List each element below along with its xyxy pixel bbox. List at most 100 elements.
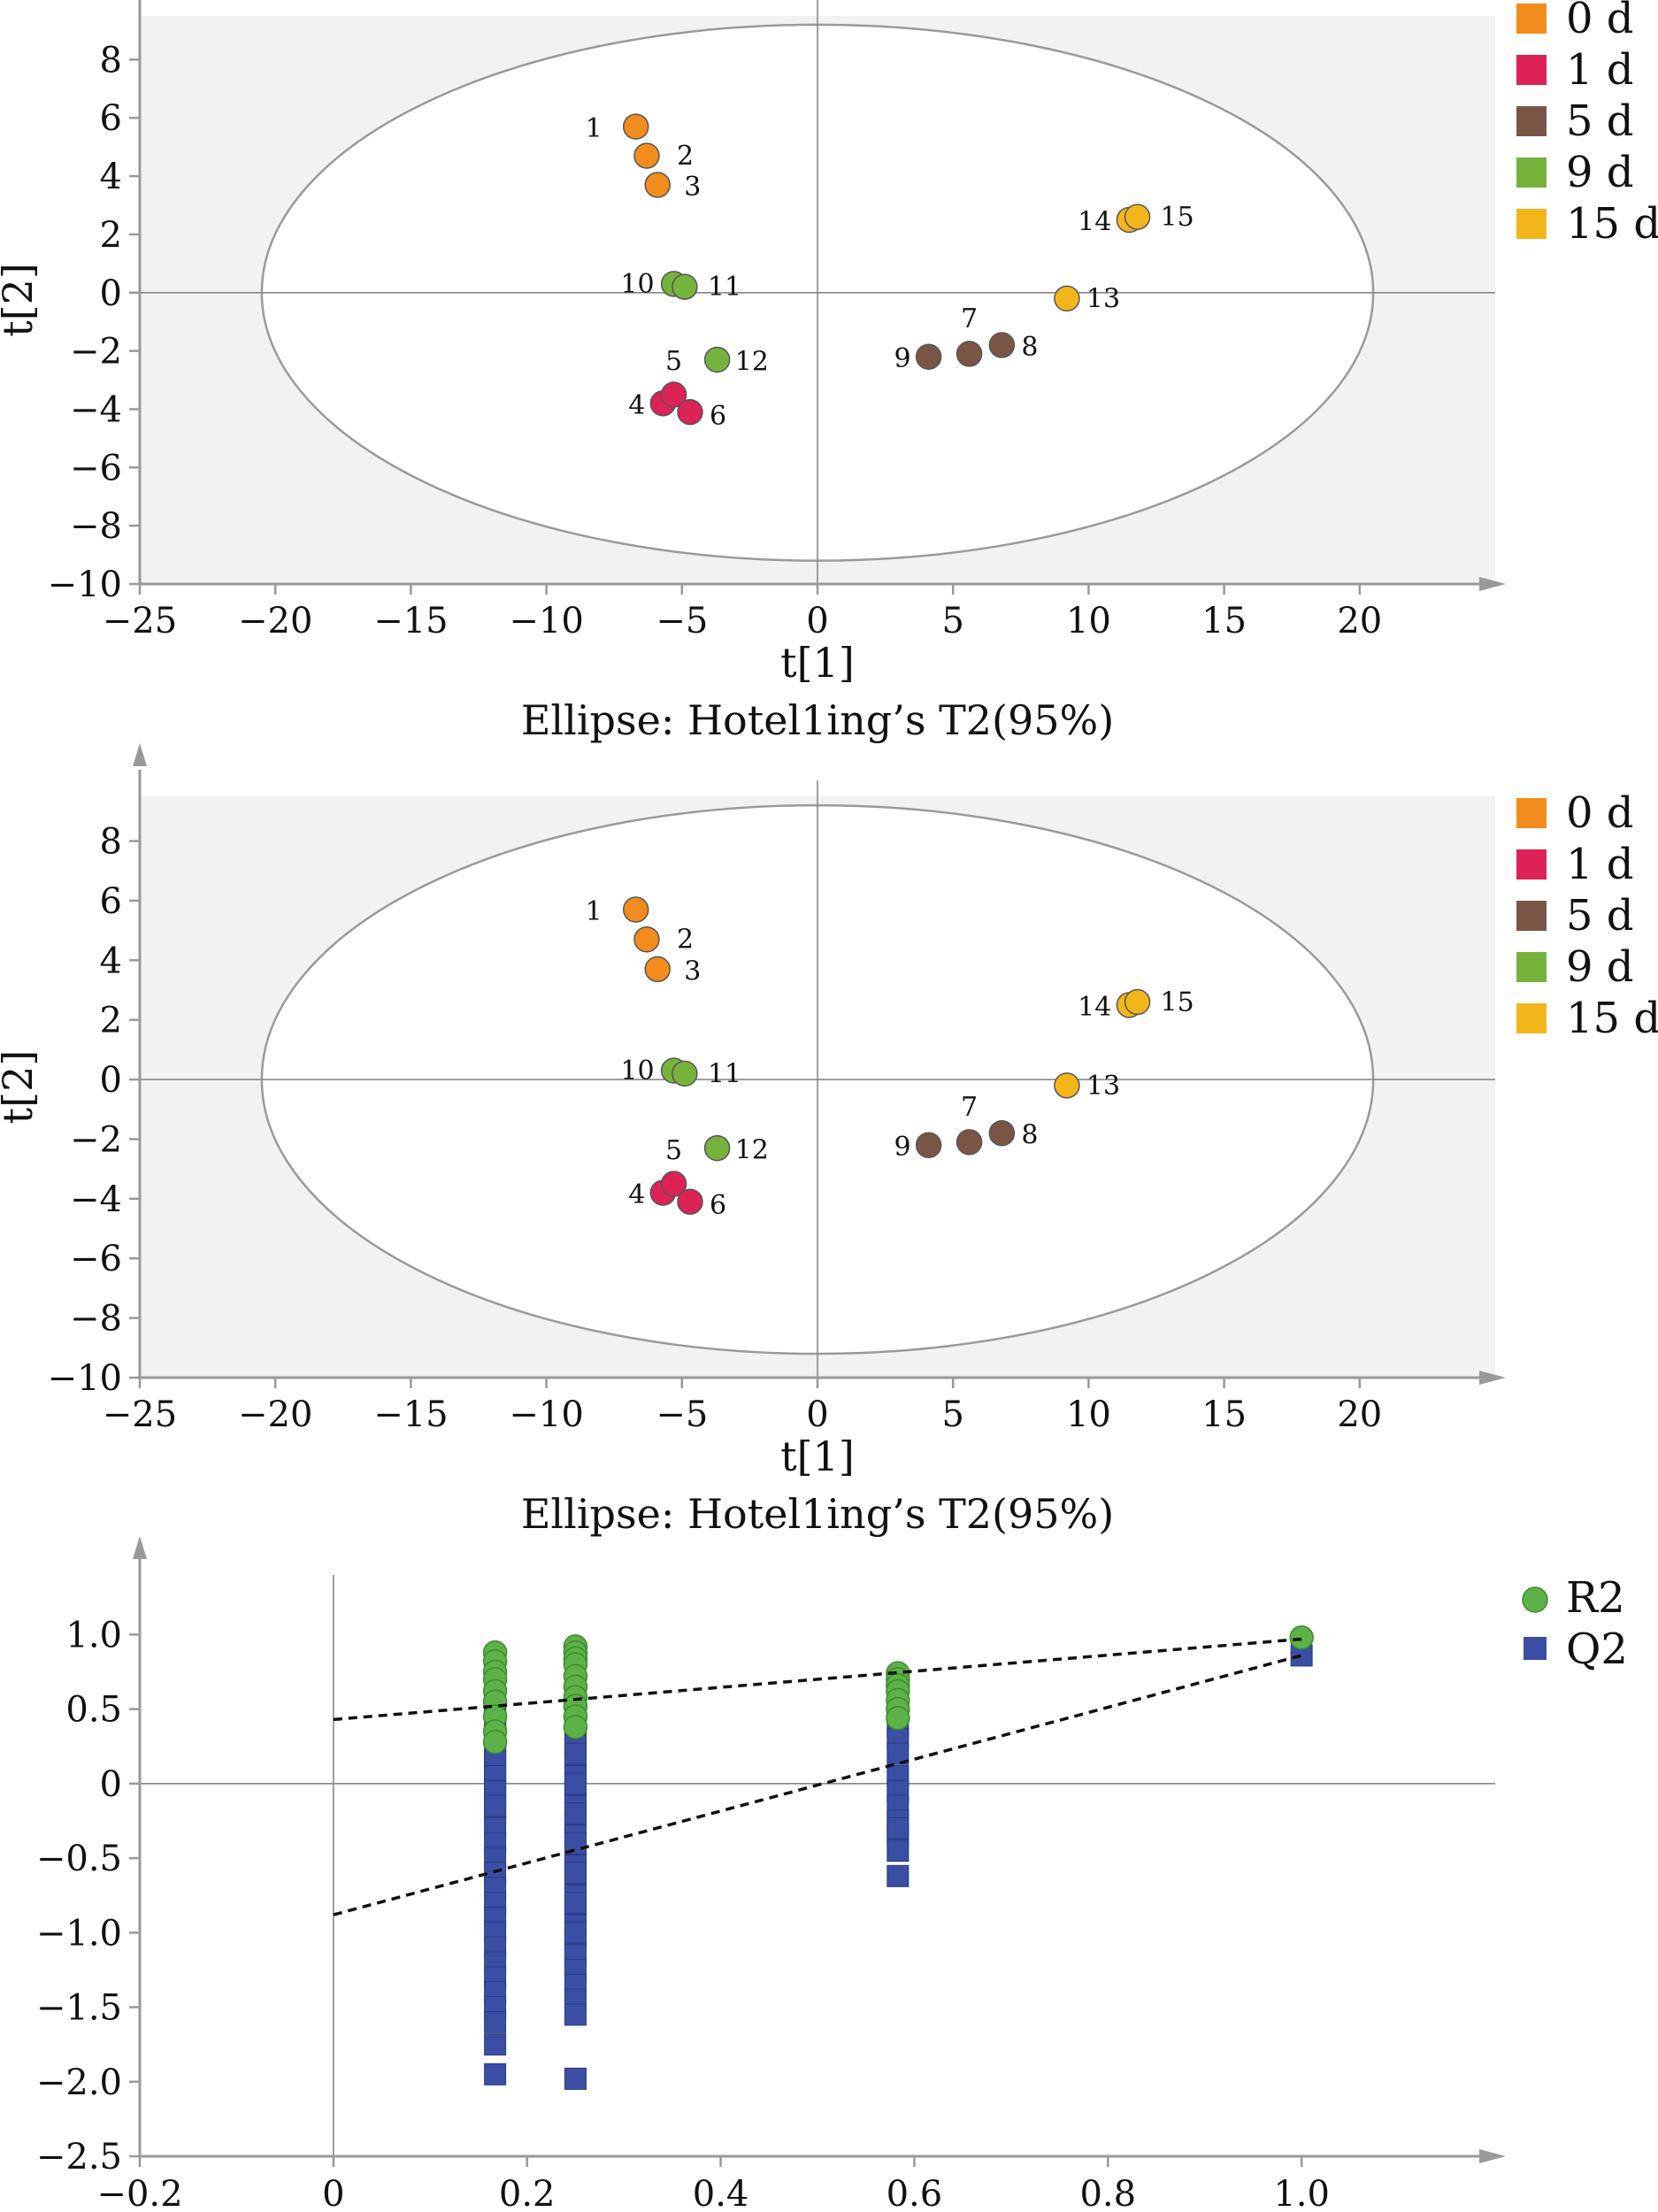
point-6 <box>677 1188 703 1215</box>
q2-point <box>564 1862 587 1885</box>
legend-label: 0 d <box>1566 0 1634 43</box>
y-tick-label: −2 <box>70 1119 122 1160</box>
y-tick-label: 2 <box>100 1001 122 1041</box>
x-tick-label: −0.2 <box>96 2174 182 2212</box>
legend-swatch <box>1516 4 1547 34</box>
x-tick-label: 0 <box>322 2174 344 2212</box>
point-9 <box>915 343 942 370</box>
point-label-7: 7 <box>961 303 978 334</box>
point-3 <box>644 956 671 983</box>
y-axis-label: t[2] <box>0 1050 42 1125</box>
y-tick-label: −10 <box>48 1358 122 1399</box>
legend-label: 5 d <box>1566 96 1634 146</box>
trendline-r2 <box>333 1637 1302 1722</box>
q2-point <box>564 1892 587 1915</box>
y-tick-label: 0 <box>100 1060 122 1101</box>
y-tick-label: −4 <box>70 389 122 430</box>
point-11 <box>672 273 698 300</box>
score-plot-middle: −25 −20 −15 −10 −5 0 5 10 15 20−10−8−6−4−202468t[… <box>0 743 1658 1538</box>
ellipse-caption: Ellipse: Hotel1ing’s T2(95%) <box>521 696 1114 744</box>
point-label-5: 5 <box>665 1135 682 1166</box>
point-label-14: 14 <box>1078 992 1111 1023</box>
legend-swatch <box>1516 798 1547 828</box>
legend-swatch <box>1516 157 1547 188</box>
x-tick-label: 15 <box>1201 601 1247 641</box>
y-tick-label: 8 <box>100 822 122 863</box>
x-tick-label: −10 <box>509 1394 583 1435</box>
point-9 <box>915 1132 942 1158</box>
x-tick-label: 10 <box>1066 1394 1111 1435</box>
y-tick-label: −8 <box>70 1299 122 1340</box>
point-label-4: 4 <box>628 1179 645 1210</box>
x-tick-label: 0.8 <box>1079 2174 1136 2212</box>
q2-point <box>564 1921 587 1944</box>
r2-point <box>482 1729 508 1755</box>
point-2 <box>633 926 660 953</box>
point-label-14: 14 <box>1078 206 1111 237</box>
x-axis-arrow <box>1479 2149 1506 2163</box>
q2-point <box>564 2003 587 2026</box>
point-3 <box>644 172 671 198</box>
point-label-7: 7 <box>961 1092 978 1123</box>
point-1 <box>622 113 649 140</box>
point-label-3: 3 <box>684 172 701 203</box>
y-tick-label: 4 <box>100 941 122 981</box>
x-axis-label: t[1] <box>780 1432 855 1480</box>
x-tick-label: 20 <box>1337 601 1382 641</box>
point-label-2: 2 <box>677 141 694 172</box>
x-axis-arrow <box>1479 577 1506 591</box>
legend-label: 0 d <box>1566 788 1634 838</box>
point-label-13: 13 <box>1086 283 1120 314</box>
legend-swatch <box>1516 209 1547 239</box>
y-tick-label: −1.0 <box>36 1913 122 1954</box>
point-5 <box>660 1171 687 1197</box>
y-tick-label: 2 <box>100 215 122 256</box>
point-label-15: 15 <box>1161 987 1194 1018</box>
q2-point <box>887 1864 910 1887</box>
legend-label-q2: Q2 <box>1566 1624 1628 1674</box>
x-tick-label: 0.4 <box>693 2174 749 2212</box>
y-tick-label: −2 <box>70 332 122 373</box>
trendline-q2 <box>333 1654 1302 1916</box>
legend-label: 15 d <box>1566 199 1658 249</box>
q2-point <box>564 1772 587 1795</box>
point-8 <box>988 332 1016 358</box>
legend-swatch <box>1516 901 1547 931</box>
point-8 <box>988 1119 1016 1147</box>
x-tick-label: 0.6 <box>887 2174 943 2212</box>
point-label-6: 6 <box>710 401 726 432</box>
point-12 <box>703 1134 731 1162</box>
point-1 <box>622 896 649 923</box>
x-tick-label: −5 <box>656 601 708 641</box>
x-tick-label: 0.2 <box>499 2174 556 2212</box>
point-label-5: 5 <box>665 346 682 377</box>
y-tick-label: 6 <box>100 881 122 922</box>
legend-swatch <box>1516 849 1547 879</box>
x-tick-label: 15 <box>1201 1394 1247 1435</box>
point-label-10: 10 <box>620 1056 654 1087</box>
point-label-1: 1 <box>586 113 603 144</box>
y-axis-arrow <box>133 1536 147 1559</box>
x-tick-label: −20 <box>238 601 312 641</box>
legend-swatch <box>1516 106 1547 136</box>
point-6 <box>677 399 703 426</box>
point-7 <box>956 341 983 367</box>
point-label-15: 15 <box>1161 202 1194 233</box>
q2-point <box>887 1816 910 1839</box>
x-tick-label: 5 <box>941 601 963 641</box>
q2-point <box>484 2033 507 2056</box>
x-tick-label: −15 <box>373 1394 448 1435</box>
point-label-9: 9 <box>894 1132 911 1163</box>
q2-point <box>564 1802 587 1825</box>
legend-swatch <box>1516 55 1547 85</box>
y-tick-label: −6 <box>70 1239 122 1279</box>
legend-q2-marker <box>1524 1637 1547 1660</box>
point-label-2: 2 <box>677 925 694 956</box>
ellipse-caption: Ellipse: Hotel1ing’s T2(95%) <box>521 1490 1114 1538</box>
r2-point <box>563 1715 588 1740</box>
legend-label: 5 d <box>1566 891 1634 941</box>
point-label-11: 11 <box>708 1058 741 1089</box>
point-15 <box>1124 204 1151 230</box>
y-tick-label: −0.5 <box>36 1839 122 1879</box>
legend-r2-marker <box>1522 1586 1548 1613</box>
